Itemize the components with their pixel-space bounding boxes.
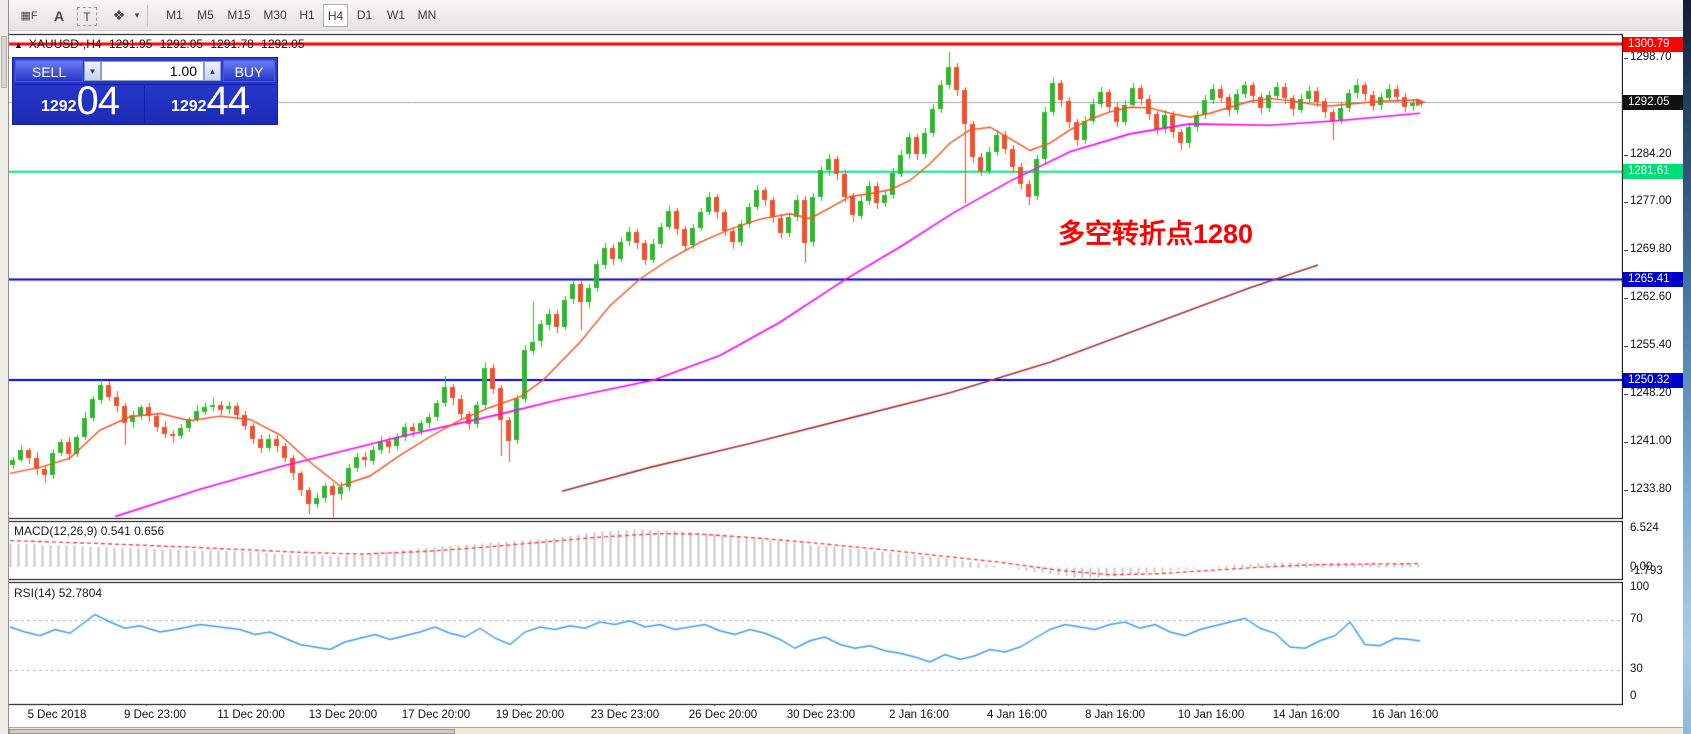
- timeframe-button-d1[interactable]: D1: [356, 8, 373, 22]
- date-axis[interactable]: 5 Dec 2018 9 Dec 23:00 11 Dec 20:00 13 Dec …: [9, 706, 1623, 727]
- date-tick-label: 9 Dec 23:00: [123, 709, 187, 721]
- price-level-badge: 1300.79: [1623, 36, 1683, 52]
- timeframe-button-m15[interactable]: M15: [227, 8, 251, 22]
- price-chart-canvas[interactable]: [9, 33, 1623, 727]
- date-tick-label: 17 Dec 20:00: [401, 709, 471, 721]
- timeframe-button-mn[interactable]: MN: [417, 8, 437, 22]
- chart-header: ▲ XAUUSD-,H4 1291.95 1292.05 1291.78 1292…: [14, 37, 309, 51]
- horizontal-scrollbar-thumb[interactable]: [9, 729, 455, 734]
- price-level-badge: 1281.61: [1623, 164, 1683, 180]
- ohlc-low: 1291.78: [210, 37, 254, 51]
- toolbar-separator: [147, 5, 148, 26]
- ohlc-close: 1292.05: [261, 37, 305, 51]
- date-tick-label: 10 Jan 16:00: [1177, 709, 1245, 721]
- timeframe-button-m1[interactable]: M1: [166, 8, 183, 22]
- macd-main-value: 0.541: [100, 524, 131, 538]
- date-tick-label: 19 Dec 20:00: [495, 709, 565, 721]
- volume-decrease-button[interactable]: ▼: [84, 61, 101, 81]
- macd-scale-label: 0.00: [1630, 560, 1653, 573]
- buy-price-button[interactable]: 1292 44: [144, 79, 275, 123]
- dropdown-arrow-icon[interactable]: ▾: [134, 10, 140, 20]
- date-tick-label: 2 Jan 16:00: [888, 709, 950, 721]
- text-box-icon[interactable]: T: [77, 7, 97, 26]
- timeframe-button-h4[interactable]: H4: [323, 4, 348, 27]
- ohlc-open: 1291.95: [108, 37, 153, 51]
- rsi-scale-label: 70: [1630, 612, 1643, 625]
- buy-price-big: 44: [206, 79, 250, 123]
- chart-annotation-text: 多空转折点1280: [1058, 219, 1254, 249]
- sell-price-big: 04: [76, 79, 120, 123]
- date-tick-label: 30 Dec 23:00: [786, 709, 856, 721]
- date-tick-label: 14 Jan 16:00: [1272, 709, 1340, 721]
- rsi-scale-label: 100: [1630, 581, 1650, 593]
- price-tick-label: 1255.40: [1624, 339, 1672, 352]
- price-axis[interactable]: 1298.70 1284.20 1277.00 1269.80 1262.60 1255.…: [1623, 33, 1683, 727]
- sell-button[interactable]: SELL: [15, 60, 83, 82]
- horizontal-scrollbar[interactable]: [9, 727, 1683, 734]
- sell-price-button[interactable]: 1292 04: [15, 79, 145, 123]
- date-tick-label: 13 Dec 20:00: [308, 709, 378, 721]
- bullish-arrow-icon: ▲: [14, 40, 23, 50]
- one-click-trading-panel: SELL ▼ ▲ BUY 1292 04 1292 44: [12, 57, 278, 125]
- desktop-edge-strip: [1683, 0, 1691, 734]
- timeframe-button-h1[interactable]: H1: [299, 8, 315, 22]
- rsi-scale-label: 0: [1630, 690, 1637, 702]
- tick-chart-icon[interactable]: ▦F: [20, 10, 38, 22]
- rsi-value: 52.7804: [58, 586, 103, 600]
- price-tick-label: 1298.70: [1624, 51, 1672, 63]
- buy-price-small: 1292: [170, 98, 207, 115]
- price-tick-label: 1269.80: [1624, 243, 1672, 256]
- date-tick-label: 8 Jan 16:00: [1084, 709, 1146, 721]
- date-tick-label: 4 Jan 16:00: [986, 709, 1048, 721]
- date-tick-label: 5 Dec 2018: [27, 709, 87, 721]
- volume-increase-button[interactable]: ▲: [204, 61, 221, 81]
- ohlc-high: 1292.05: [159, 37, 204, 51]
- price-level-badge: 1292.05: [1623, 94, 1683, 110]
- price-tick-label: 1284.20: [1624, 147, 1672, 160]
- text-label-icon[interactable]: A: [53, 7, 65, 24]
- price-tick-label: 1262.60: [1624, 291, 1672, 304]
- objects-icon[interactable]: ❖: [112, 7, 126, 23]
- rsi-indicator-label: RSI(14) 52.7804: [14, 586, 103, 600]
- timeframe-button-m5[interactable]: M5: [197, 8, 214, 22]
- date-tick-label: 16 Jan 16:00: [1371, 709, 1439, 721]
- macd-scale-label: -1.793: [1630, 565, 1663, 577]
- macd-signal-value: 0.656: [134, 524, 165, 538]
- price-tick-label: 1277.00: [1624, 195, 1672, 208]
- toolbar: ▦F A T ❖ ▾ M1 M5 M15 M30 H1 H4 D1 W1 MN: [9, 0, 1683, 31]
- macd-scale-label: 6.524: [1630, 522, 1659, 535]
- macd-indicator-label: MACD(12,26,9) 0.541 0.656: [14, 524, 165, 538]
- timeframe-button-m30[interactable]: M30: [263, 8, 287, 22]
- date-tick-label: 11 Dec 20:00: [217, 709, 285, 721]
- symbol-timeframe-label: XAUUSD-,H4: [28, 37, 102, 51]
- price-tick-label: 1241.00: [1624, 435, 1672, 448]
- sell-price-small: 1292: [40, 98, 77, 115]
- price-tick-label: 1233.80: [1624, 483, 1672, 495]
- price-level-badge: 1250.32: [1623, 372, 1683, 388]
- buy-button[interactable]: BUY: [223, 60, 275, 82]
- date-tick-label: 23 Dec 23:00: [590, 709, 660, 721]
- window-left-edge: [0, 0, 9, 734]
- rsi-scale-label: 30: [1630, 662, 1643, 675]
- timeframe-button-w1[interactable]: W1: [387, 8, 405, 22]
- price-level-badge: 1265.41: [1623, 272, 1683, 288]
- left-scrollbar-thumb[interactable]: [1, 36, 7, 88]
- price-tick-label: 1248.20: [1624, 387, 1672, 400]
- volume-input[interactable]: [101, 61, 204, 81]
- date-tick-label: 26 Dec 20:00: [688, 709, 758, 721]
